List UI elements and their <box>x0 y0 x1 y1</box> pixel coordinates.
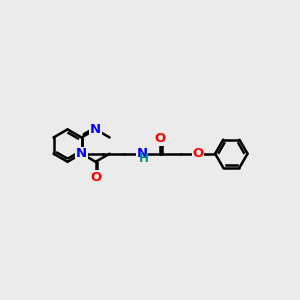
Text: N: N <box>136 147 148 160</box>
Text: O: O <box>90 171 101 184</box>
Text: N: N <box>76 147 87 160</box>
Text: O: O <box>193 147 204 160</box>
Text: O: O <box>154 132 166 145</box>
Text: N: N <box>90 123 101 136</box>
Text: H: H <box>139 152 149 166</box>
